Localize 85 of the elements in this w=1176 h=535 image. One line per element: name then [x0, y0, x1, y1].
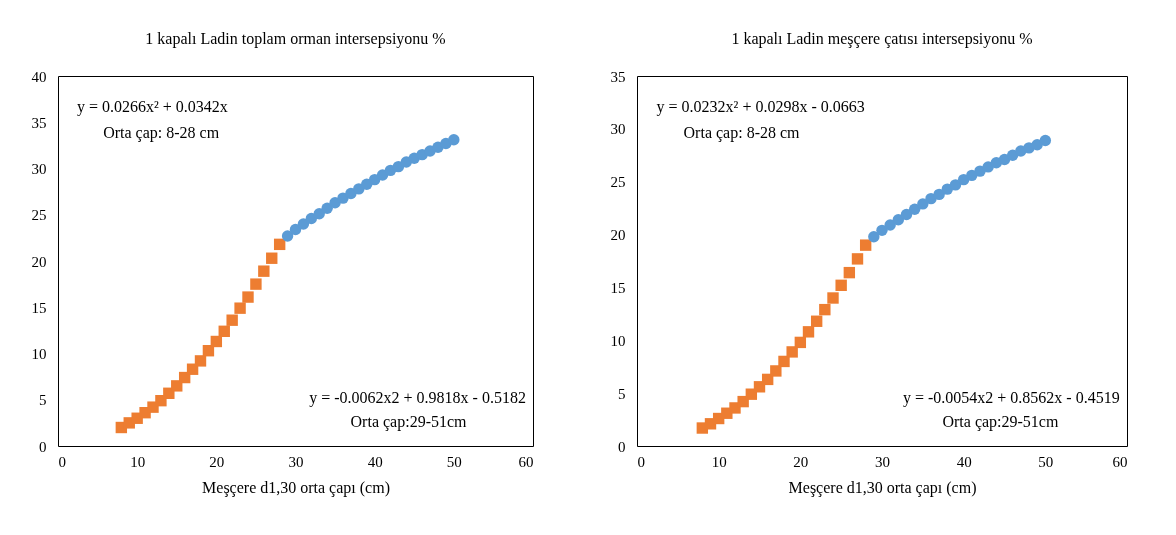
point [949, 179, 962, 191]
point [266, 252, 278, 264]
point [376, 169, 389, 181]
y-tick-label: 20 [31, 253, 47, 270]
point [1039, 134, 1052, 147]
point [321, 202, 333, 214]
x-tick-label: 40 [367, 453, 383, 470]
point [876, 224, 888, 237]
point [843, 266, 856, 279]
y-tick-label: 40 [31, 68, 47, 85]
x-tick-label: 50 [1038, 453, 1054, 470]
y-tick-label: 10 [610, 332, 626, 349]
point [810, 315, 823, 327]
point [737, 395, 749, 408]
y-tick-label: 0 [39, 438, 47, 455]
y-tick-label: 15 [610, 279, 626, 296]
point [226, 314, 238, 326]
point [448, 134, 460, 146]
y-tick-label: 0 [618, 438, 626, 455]
point [210, 335, 223, 348]
y-tick-label: 15 [31, 299, 47, 316]
x-tick-label: 40 [956, 453, 972, 470]
point [933, 188, 945, 201]
x-tick-label: 0 [58, 453, 66, 470]
point [778, 355, 790, 368]
point [218, 325, 230, 337]
x-tick-label: 30 [875, 453, 890, 470]
chart-title: 1 kapalı Ladin meşçere çatısı intersepsiyonu % [731, 30, 1033, 48]
annotation: y = -0.0054x2 + 0.8562x - 0.4519 [902, 388, 1120, 407]
annotation: y = -0.0062x2 + 0.9818x - 0.5182 [309, 388, 526, 407]
point [289, 223, 302, 236]
point [242, 291, 254, 303]
x-tick-label: 10 [711, 453, 727, 470]
x-tick-label: 20 [209, 453, 225, 470]
point [802, 326, 815, 338]
y-tick-label: 25 [31, 207, 47, 224]
annotation: Orta çap:29-51cm [350, 412, 468, 431]
point [194, 355, 207, 367]
point [827, 292, 839, 304]
point [297, 218, 310, 230]
y-tick-label: 30 [31, 161, 47, 177]
point [868, 231, 880, 243]
y-tick-label: 5 [618, 385, 626, 402]
point [273, 238, 286, 251]
point [859, 239, 872, 251]
annotation: y = 0.0232x² + 0.0298x - 0.0663 [656, 98, 865, 117]
y-tick-label: 25 [610, 174, 626, 191]
point [851, 253, 864, 265]
annotation: Orta çap: 8-28 cm [683, 124, 801, 143]
point [250, 278, 262, 290]
x-tick-label: 50 [446, 453, 462, 470]
point [900, 208, 913, 221]
annotation: Orta çap:29-51cm [942, 412, 1059, 431]
annotation: y = 0.0266x² + 0.0342x [77, 98, 228, 117]
point [794, 336, 807, 349]
y-tick-label: 30 [610, 121, 626, 138]
point [281, 230, 294, 242]
x-axis-title: Meşçere d1,30 orta çapı (cm) [202, 478, 390, 497]
y-tick-label: 20 [610, 227, 626, 244]
point [917, 198, 929, 210]
x-tick-label: 20 [793, 453, 809, 470]
y-tick-label: 35 [610, 68, 626, 85]
x-tick-label: 30 [288, 453, 304, 470]
y-tick-label: 35 [31, 114, 47, 131]
point [171, 380, 183, 392]
point [884, 219, 896, 231]
x-tick-label: 60 [518, 453, 534, 470]
x-axis-title: Meşçere d1,30 orta çapı (cm) [788, 478, 977, 497]
point [258, 265, 270, 277]
point [770, 365, 782, 377]
point [819, 303, 831, 316]
point [908, 203, 921, 215]
point [892, 214, 905, 226]
x-tick-label: 10 [130, 453, 146, 470]
point [835, 279, 847, 292]
y-tick-label: 5 [39, 392, 47, 409]
chart-title: 1 kapalı Ladin toplam orman intersepsiyonu % [145, 30, 446, 48]
point [313, 208, 325, 220]
annotation: Orta çap: 8-28 cm [103, 124, 220, 143]
y-tick-label: 10 [31, 346, 47, 362]
x-tick-label: 60 [1112, 453, 1128, 470]
x-tick-label: 0 [637, 453, 645, 470]
point [234, 302, 246, 314]
point [753, 381, 766, 393]
point [786, 346, 798, 358]
